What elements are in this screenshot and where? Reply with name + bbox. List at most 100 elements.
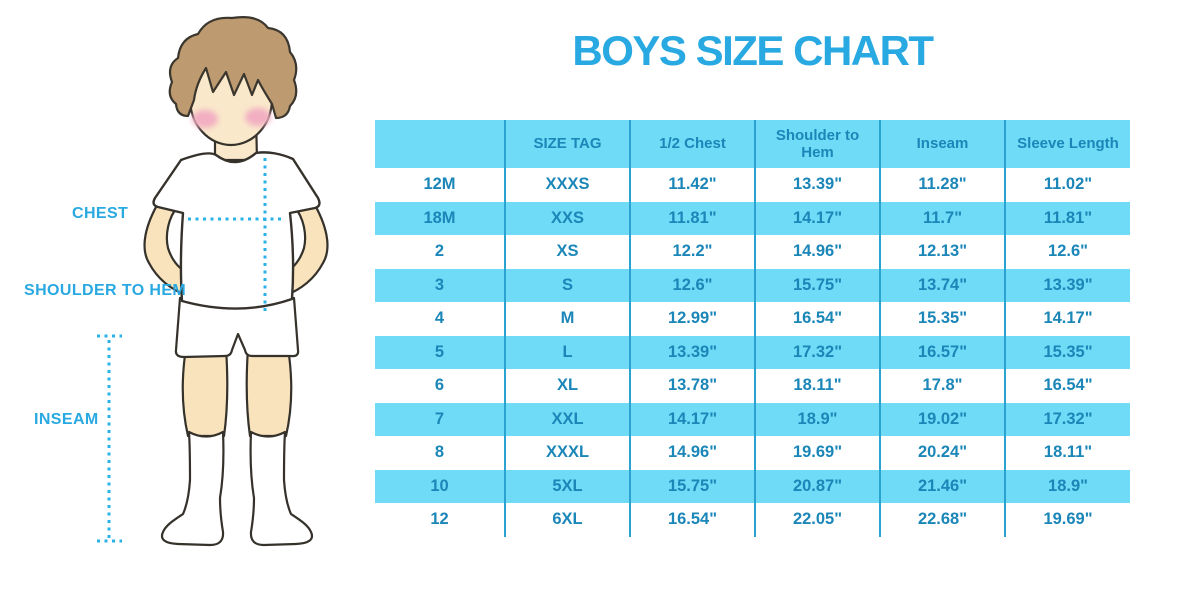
measurement-cell: XXS bbox=[504, 201, 630, 235]
measurement-cell: 13.39" bbox=[754, 168, 880, 202]
measurement-cell: 16.57" bbox=[879, 335, 1005, 369]
measurement-cell: S bbox=[504, 268, 630, 302]
measurement-cell: 17.32" bbox=[1004, 402, 1130, 436]
measurement-cell: 14.17" bbox=[1004, 302, 1130, 336]
size-cell: 3 bbox=[375, 268, 505, 302]
measurement-cell: 22.68" bbox=[879, 503, 1005, 537]
table-row: 3 S 12.6" 15.75" 13.74" 13.39" bbox=[375, 268, 1130, 302]
measurement-cell: XXXL bbox=[504, 436, 630, 470]
size-cell: 12M bbox=[375, 168, 505, 202]
boy-sock-right bbox=[249, 430, 314, 547]
page-title: BOYS SIZE CHART bbox=[572, 27, 934, 74]
table-row: 12 6XL 16.54" 22.05" 22.68" 19.69" bbox=[375, 503, 1130, 537]
table-row: 18M XXS 11.81" 14.17" 11.7" 11.81" bbox=[375, 201, 1130, 235]
size-cell: 5 bbox=[375, 335, 505, 369]
measurement-cell: 20.87" bbox=[754, 469, 880, 503]
chest-label: CHEST bbox=[72, 205, 129, 222]
column-header: Shoulder to Hem bbox=[754, 120, 880, 168]
measurement-cell: 15.35" bbox=[879, 302, 1005, 336]
measurement-cell: 18.9" bbox=[754, 402, 880, 436]
measurement-cell: 21.46" bbox=[879, 469, 1005, 503]
measurement-cell: 13.39" bbox=[1004, 268, 1130, 302]
measurement-cell: 16.54" bbox=[629, 503, 755, 537]
column-header: Sleeve Length bbox=[1004, 120, 1130, 168]
measurement-cell: XXL bbox=[504, 402, 630, 436]
measurement-cell: 14.96" bbox=[629, 436, 755, 470]
measurement-cell: 18.9" bbox=[1004, 469, 1130, 503]
column-header: SIZE TAG bbox=[504, 120, 630, 168]
size-cell: 4 bbox=[375, 302, 505, 336]
column-header: Inseam bbox=[879, 120, 1005, 168]
measurement-cell: 15.75" bbox=[754, 268, 880, 302]
inseam-label: INSEAM bbox=[34, 411, 99, 428]
boy-hair bbox=[168, 16, 298, 120]
table-row: 5 L 13.39" 17.32" 16.57" 15.35" bbox=[375, 335, 1130, 369]
size-cell: 6 bbox=[375, 369, 505, 403]
boy-shirt bbox=[152, 151, 321, 310]
cheek-right bbox=[245, 108, 271, 126]
size-table: SIZE TAG 1/2 Chest Shoulder to Hem Inseam Sl… bbox=[375, 120, 1130, 537]
measurement-cell: 19.02" bbox=[879, 402, 1005, 436]
measurement-cell: 11.02" bbox=[1004, 168, 1130, 202]
boy-leg-right bbox=[245, 346, 293, 438]
measurement-cell: XXXS bbox=[504, 168, 630, 202]
measurement-cell: 12.13" bbox=[879, 235, 1005, 269]
size-cell: 12 bbox=[375, 503, 505, 537]
measurement-cell: 11.28" bbox=[879, 168, 1005, 202]
table-row: 8 XXXL 14.96" 19.69" 20.24" 18.11" bbox=[375, 436, 1130, 470]
measurement-cell: 17.8" bbox=[879, 369, 1005, 403]
measurement-cell: 20.24" bbox=[879, 436, 1005, 470]
size-cell: 2 bbox=[375, 235, 505, 269]
measurement-cell: XL bbox=[504, 369, 630, 403]
measurement-cell: 19.69" bbox=[1004, 503, 1130, 537]
column-header: 1/2 Chest bbox=[629, 120, 755, 168]
boy-sock-left bbox=[160, 430, 225, 547]
size-table-header: SIZE TAG 1/2 Chest Shoulder to Hem Inseam Sl… bbox=[375, 120, 1130, 168]
measurement-cell: 13.74" bbox=[879, 268, 1005, 302]
measurement-cell: 5XL bbox=[504, 469, 630, 503]
table-row: 2 XS 12.2" 14.96" 12.13" 12.6" bbox=[375, 235, 1130, 269]
column-header-size bbox=[375, 120, 505, 168]
measurement-cell: 11.81" bbox=[629, 201, 755, 235]
table-row: 6 XL 13.78" 18.11" 17.8" 16.54" bbox=[375, 369, 1130, 403]
measurement-cell: 11.81" bbox=[1004, 201, 1130, 235]
measurement-cell: M bbox=[504, 302, 630, 336]
measurement-cell: 12.99" bbox=[629, 302, 755, 336]
measurement-cell: 13.39" bbox=[629, 335, 755, 369]
measurement-cell: 11.42" bbox=[629, 168, 755, 202]
boy-leg-left bbox=[181, 346, 229, 438]
measurement-cell: 13.78" bbox=[629, 369, 755, 403]
measurement-cell: 12.6" bbox=[1004, 235, 1130, 269]
boy-measurement-illustration bbox=[97, 16, 329, 547]
table-row: 7 XXL 14.17" 18.9" 19.02" 17.32" bbox=[375, 402, 1130, 436]
measurement-cell: 14.17" bbox=[629, 402, 755, 436]
cheek-left bbox=[192, 110, 218, 128]
table-row: 4 M 12.99" 16.54" 15.35" 14.17" bbox=[375, 302, 1130, 336]
size-cell: 18M bbox=[375, 201, 505, 235]
measurement-cell: 18.11" bbox=[754, 369, 880, 403]
table-row: 10 5XL 15.75" 20.87" 21.46" 18.9" bbox=[375, 469, 1130, 503]
size-cell: 7 bbox=[375, 402, 505, 436]
boy-shorts bbox=[174, 296, 300, 359]
measurement-cell: 6XL bbox=[504, 503, 630, 537]
size-table-body: 12M XXXS 11.42" 13.39" 11.28" 11.02" 18M XXS 11.… bbox=[375, 168, 1130, 537]
size-cell: 10 bbox=[375, 469, 505, 503]
measurement-cell: 12.2" bbox=[629, 235, 755, 269]
measurement-cell: 14.96" bbox=[754, 235, 880, 269]
measurement-cell: XS bbox=[504, 235, 630, 269]
table-row: 12M XXXS 11.42" 13.39" 11.28" 11.02" bbox=[375, 168, 1130, 202]
measurement-cell: 14.17" bbox=[754, 201, 880, 235]
measurement-cell: 15.75" bbox=[629, 469, 755, 503]
measurement-cell: 16.54" bbox=[754, 302, 880, 336]
measurement-cell: L bbox=[504, 335, 630, 369]
size-cell: 8 bbox=[375, 436, 505, 470]
shoulder-to-hem-label: SHOULDER TO HEM bbox=[24, 282, 187, 299]
measurement-cell: 11.7" bbox=[879, 201, 1005, 235]
measurement-cell: 15.35" bbox=[1004, 335, 1130, 369]
measurement-cell: 18.11" bbox=[1004, 436, 1130, 470]
measurement-cell: 12.6" bbox=[629, 268, 755, 302]
measurement-cell: 17.32" bbox=[754, 335, 880, 369]
measurement-cell: 19.69" bbox=[754, 436, 880, 470]
measurement-cell: 16.54" bbox=[1004, 369, 1130, 403]
